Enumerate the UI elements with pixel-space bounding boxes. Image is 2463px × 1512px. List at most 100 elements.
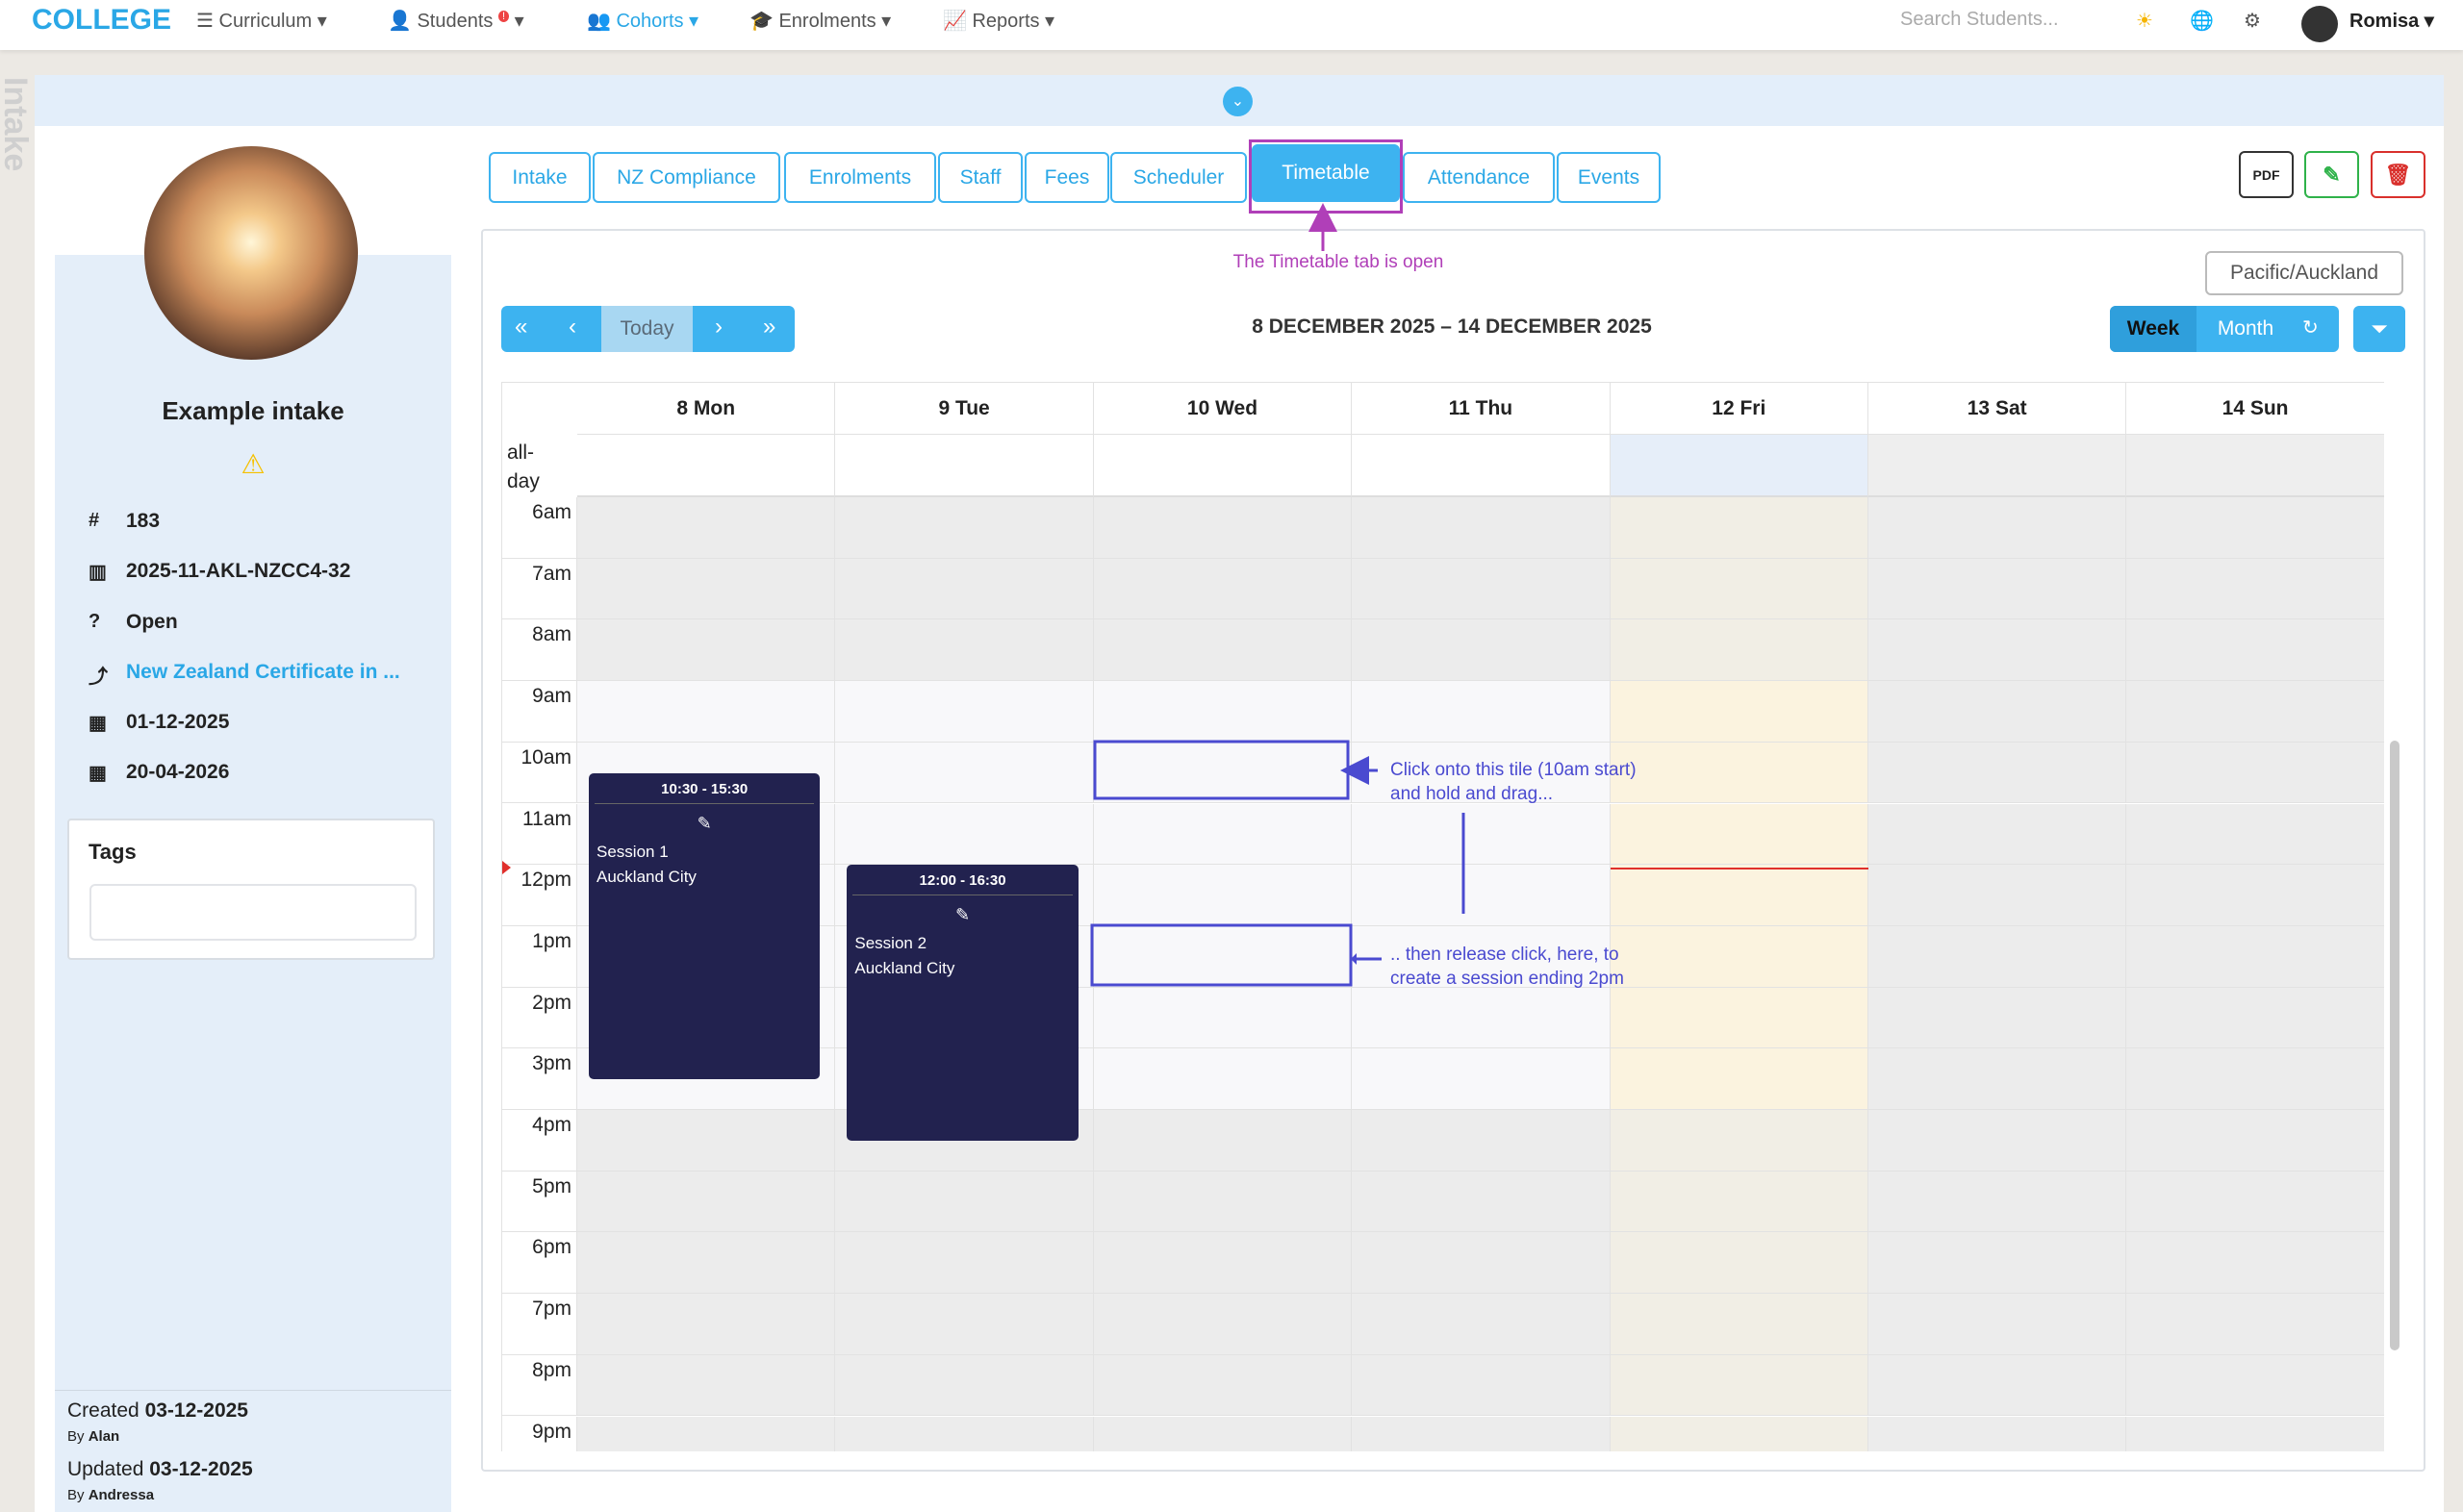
time-slot[interactable] <box>1610 1171 1868 1233</box>
event[interactable]: 12:00 - 16:30 ✎ Session 2 Auckland City <box>847 865 1079 1141</box>
time-slot[interactable] <box>1352 681 1611 743</box>
time-slot[interactable] <box>577 1110 836 1172</box>
time-slot[interactable] <box>1352 742 1611 804</box>
time-slot[interactable] <box>835 619 1094 682</box>
tags-input[interactable] <box>89 884 417 941</box>
user-menu[interactable]: Romisa ▾ <box>2349 11 2434 32</box>
theme-icon[interactable]: ☀ <box>2136 11 2153 32</box>
time-slot[interactable] <box>1093 1110 1353 1172</box>
day-header[interactable]: 8 Mon <box>577 383 836 435</box>
time-slot[interactable] <box>577 619 836 682</box>
pdf-button[interactable]: PDF <box>2239 151 2294 198</box>
time-slot[interactable] <box>2126 987 2384 1049</box>
all-day-cell[interactable] <box>1610 435 1868 497</box>
time-slot[interactable] <box>1868 803 2127 866</box>
event[interactable]: 10:30 - 15:30 ✎ Session 1 Auckland City <box>589 772 821 1080</box>
time-slot[interactable] <box>1352 1110 1611 1172</box>
time-slot[interactable] <box>835 1171 1094 1233</box>
tab[interactable]: Intake <box>489 152 591 203</box>
all-day-cell[interactable] <box>1868 435 2127 497</box>
time-slot[interactable] <box>835 558 1094 620</box>
all-day-cell[interactable] <box>835 435 1094 497</box>
time-slot[interactable] <box>1610 925 1868 988</box>
nav-item[interactable]: 🎓 Enrolments ▾ <box>749 11 892 32</box>
day-header[interactable]: 11 Thu <box>1352 383 1611 435</box>
time-slot[interactable] <box>1610 1354 1868 1417</box>
collapse-button[interactable]: ⌄ <box>1223 87 1253 116</box>
week-view[interactable]: Week <box>2110 306 2196 352</box>
time-slot[interactable] <box>1868 925 2127 988</box>
time-slot[interactable] <box>577 558 836 620</box>
time-slot[interactable] <box>1868 865 2127 926</box>
time-slot[interactable] <box>835 497 1094 559</box>
time-slot[interactable] <box>1352 1048 1611 1110</box>
time-slot[interactable] <box>2126 619 2384 682</box>
time-slot[interactable] <box>2126 558 2384 620</box>
time-slot[interactable] <box>2126 1232 2384 1295</box>
time-slot[interactable] <box>835 803 1094 866</box>
time-slot[interactable] <box>1093 1048 1353 1110</box>
time-slot[interactable] <box>577 1294 836 1355</box>
time-slot[interactable] <box>2126 925 2384 988</box>
time-slot[interactable] <box>1610 865 1868 926</box>
time-slot[interactable] <box>1093 987 1353 1049</box>
time-slot[interactable] <box>1352 803 1611 866</box>
month-view[interactable]: Month <box>2217 317 2274 340</box>
time-slot[interactable] <box>1868 1416 2127 1451</box>
time-slot[interactable] <box>1352 497 1611 559</box>
time-slot[interactable] <box>1610 1294 1868 1355</box>
search[interactable]: Search Students... <box>1900 9 2059 30</box>
time-slot[interactable] <box>1610 987 1868 1049</box>
day-header[interactable]: 10 Wed <box>1093 383 1353 435</box>
next-day[interactable]: › <box>715 314 723 340</box>
day-header[interactable]: 9 Tue <box>835 383 1094 435</box>
time-slot[interactable] <box>1610 681 1868 743</box>
nav-item[interactable]: 👥 Cohorts ▾ <box>587 11 699 32</box>
time-slot[interactable] <box>1093 1416 1353 1451</box>
time-slot[interactable] <box>1352 865 1611 926</box>
time-slot[interactable] <box>1868 558 2127 620</box>
tab[interactable]: NZ Compliance <box>593 152 780 203</box>
time-slot[interactable] <box>1093 1354 1353 1417</box>
logo[interactable]: COLLEGE <box>32 4 172 36</box>
all-day-cell[interactable] <box>2126 435 2384 497</box>
day-header[interactable]: 12 Fri <box>1610 383 1868 435</box>
edit-button[interactable]: ✎ <box>2304 151 2359 198</box>
all-day-cell[interactable] <box>1352 435 1611 497</box>
time-slot[interactable] <box>835 681 1094 743</box>
day-header[interactable]: 14 Sun <box>2126 383 2384 435</box>
time-slot[interactable] <box>1352 619 1611 682</box>
time-slot[interactable] <box>1610 1110 1868 1172</box>
tab[interactable]: Fees <box>1025 152 1109 203</box>
time-slot[interactable] <box>1868 987 2127 1049</box>
avatar[interactable] <box>2301 6 2338 42</box>
time-slot[interactable] <box>1093 1294 1353 1355</box>
nav-item[interactable]: 👤 Students ! ▾ <box>388 11 524 32</box>
time-slot[interactable] <box>1868 497 2127 559</box>
time-slot[interactable] <box>2126 1354 2384 1417</box>
time-slot[interactable] <box>1352 1416 1611 1451</box>
filter-button[interactable]: ⏷ <box>2353 306 2405 352</box>
tab[interactable]: Attendance <box>1403 152 1555 203</box>
next-week[interactable]: » <box>763 314 776 340</box>
delete-button[interactable]: 🗑 <box>2371 151 2425 198</box>
time-slot[interactable] <box>2126 1294 2384 1355</box>
time-slot[interactable] <box>1352 1232 1611 1295</box>
today-button[interactable]: Today <box>601 306 693 352</box>
time-slot[interactable] <box>1093 1232 1353 1295</box>
time-slot[interactable] <box>1352 558 1611 620</box>
tab[interactable]: Events <box>1557 152 1661 203</box>
detail-value[interactable]: New Zealand Certificate in ... <box>126 661 400 683</box>
time-slot[interactable] <box>1610 497 1868 559</box>
time-slot[interactable] <box>1610 619 1868 682</box>
settings-icon[interactable]: ⚙ <box>2244 11 2261 32</box>
time-slot[interactable] <box>2126 1416 2384 1451</box>
time-slot[interactable] <box>1093 558 1353 620</box>
time-slot[interactable] <box>577 1171 836 1233</box>
time-slot[interactable] <box>1093 742 1353 804</box>
time-slot[interactable] <box>1868 1232 2127 1295</box>
time-slot[interactable] <box>577 681 836 743</box>
all-day-cell[interactable] <box>577 435 836 497</box>
time-slot[interactable] <box>2126 681 2384 743</box>
time-slot[interactable] <box>1868 1110 2127 1172</box>
